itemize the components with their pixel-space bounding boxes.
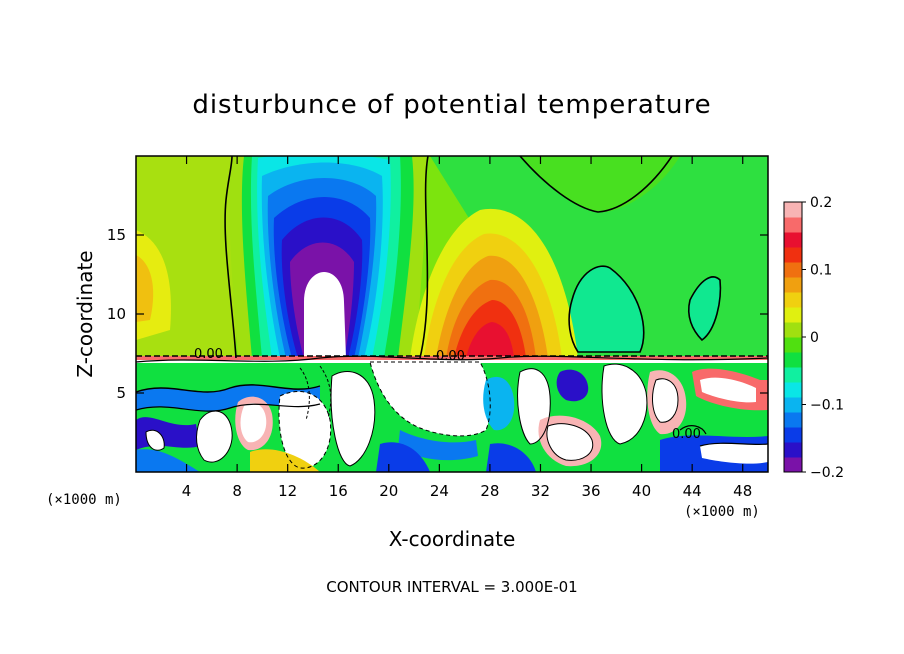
colorbar-swatch-0 <box>784 457 802 473</box>
colorbar-swatch-1 <box>784 442 802 458</box>
contour-zero-patch-1 <box>568 265 645 353</box>
colorbar-swatch-14 <box>784 247 802 263</box>
contour-lines <box>136 156 768 469</box>
x-tick-label-6: 28 <box>480 482 499 500</box>
chart-title: disturbunce of potential temperature <box>192 90 711 120</box>
colorbar-swatch-4 <box>784 397 802 413</box>
x-tick-label-8: 36 <box>581 482 600 500</box>
contour-label-3: 0.00 <box>672 427 701 442</box>
colorbar-swatch-6 <box>784 367 802 383</box>
right-patch-2 <box>688 276 721 340</box>
y-tick-label-0: 5 <box>116 384 126 402</box>
contour-zero-middle <box>419 156 429 359</box>
right-patch-1 <box>569 266 644 352</box>
x-axis-ticks: 4 8 12 16 20 24 28 32 36 40 44 48 <box>182 156 752 500</box>
x-tick-label-9: 40 <box>632 482 651 500</box>
x-tick-label-2: 12 <box>278 482 297 500</box>
x-axis-label: X-coordinate <box>389 527 516 551</box>
colorbar: 0.2 0.1 0 −0.1 −0.2 <box>783 195 844 481</box>
warm-anomaly <box>410 208 578 358</box>
colorbar-label-4: −0.2 <box>810 465 844 481</box>
contour-interval-note: CONTOUR INTERVAL = 3.000E-01 <box>326 578 577 596</box>
y-axis-label: Z-coordinate <box>73 250 97 377</box>
cold-core-white <box>304 272 346 358</box>
left-warm-core <box>136 255 154 322</box>
y-tick-label-2: 15 <box>107 226 126 244</box>
colorbar-swatch-7 <box>784 352 802 368</box>
x-axis-unit-left: (×1000 m) <box>46 492 122 508</box>
colorbar-swatch-11 <box>784 292 802 308</box>
colorbar-label-2: 0 <box>810 330 819 346</box>
colorbar-swatch-12 <box>784 277 802 293</box>
colorbar-swatch-15 <box>784 232 802 248</box>
contour-zero-top <box>519 156 673 213</box>
plot-area <box>136 156 768 472</box>
lower-turbulence <box>136 356 768 472</box>
x-tick-label-0: 4 <box>182 482 192 500</box>
upper-right-green <box>430 156 768 358</box>
colorbar-swatch-16 <box>784 217 802 233</box>
colorbar-swatch-2 <box>784 427 802 443</box>
colorbar-swatch-5 <box>784 382 802 398</box>
x-tick-label-4: 20 <box>379 482 398 500</box>
colorbar-swatch-10 <box>784 307 802 323</box>
contour-label-1: 0.00 <box>194 347 223 362</box>
colorbar-swatch-3 <box>784 412 802 428</box>
y-axis-ticks: 5 10 15 <box>107 226 768 402</box>
colorbar-label-3: −0.1 <box>810 398 844 414</box>
contour-label-2: 0.00 <box>436 349 465 364</box>
colorbar-swatch-8 <box>784 337 802 353</box>
x-tick-label-10: 44 <box>683 482 702 500</box>
contour-zero-patch-2 <box>687 276 722 342</box>
colorbar-swatch-13 <box>784 262 802 278</box>
y-tick-label-1: 10 <box>107 305 126 323</box>
cold-anomaly <box>229 156 427 358</box>
x-tick-label-11: 48 <box>733 482 752 500</box>
contour-zero-left <box>224 156 237 359</box>
colorbar-swatch-17 <box>784 202 802 218</box>
top-band-green <box>520 156 680 213</box>
colorbar-label-0: 0.2 <box>810 195 832 211</box>
x-tick-label-7: 32 <box>531 482 550 500</box>
x-tick-label-3: 16 <box>329 482 348 500</box>
colorbar-label-1: 0.1 <box>810 263 832 279</box>
colorbar-swatch-9 <box>784 322 802 338</box>
x-tick-label-5: 24 <box>430 482 449 500</box>
x-axis-unit-right: (×1000 m) <box>684 504 760 520</box>
x-tick-label-1: 8 <box>232 482 242 500</box>
